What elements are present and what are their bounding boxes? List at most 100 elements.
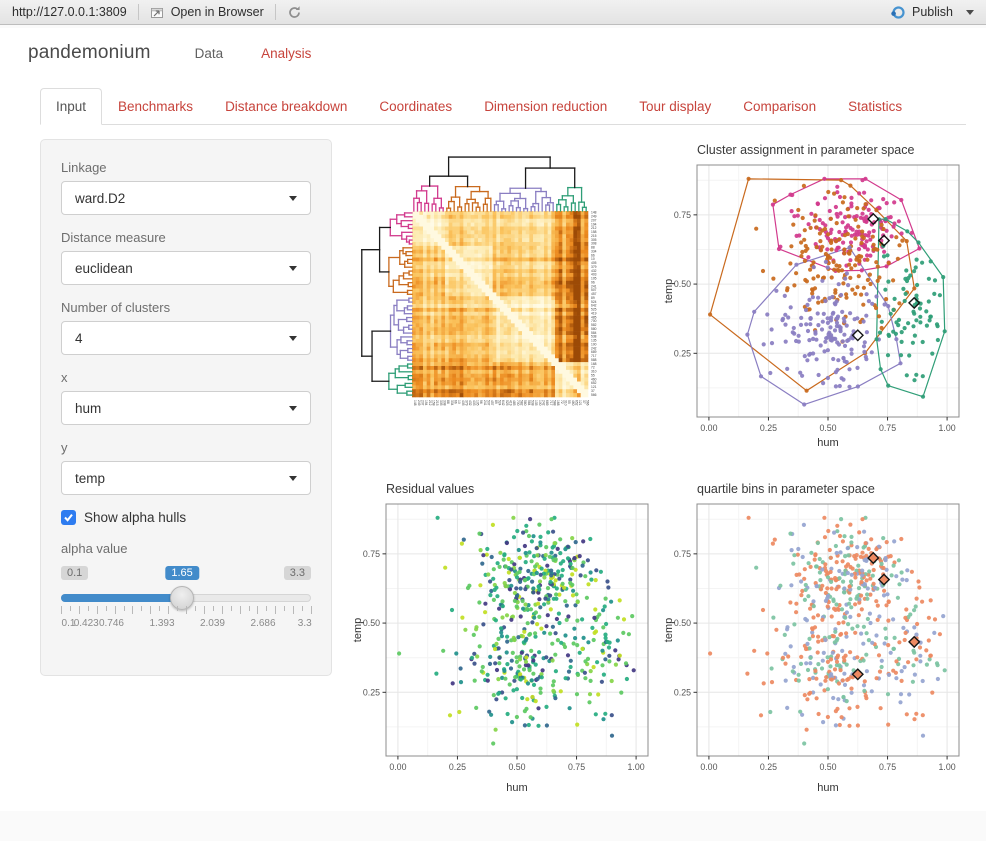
svg-text:158: 158 <box>432 400 436 406</box>
svg-text:652: 652 <box>591 381 597 385</box>
svg-text:584: 584 <box>591 331 597 335</box>
svg-text:89: 89 <box>494 400 498 404</box>
svg-text:66: 66 <box>591 253 595 257</box>
svg-text:hum: hum <box>817 437 838 449</box>
svg-text:0.50: 0.50 <box>819 423 836 433</box>
svg-text:168: 168 <box>591 362 597 366</box>
distance-select[interactable]: euclidean <box>61 251 311 285</box>
tab-coordinates[interactable]: Coordinates <box>379 99 453 114</box>
svg-text:88: 88 <box>446 400 450 404</box>
svg-text:308: 308 <box>443 400 447 406</box>
svg-text:121: 121 <box>591 385 597 389</box>
x-label: x <box>61 370 68 385</box>
svg-text:310: 310 <box>564 400 568 406</box>
nav-item-analysis[interactable]: Analysis <box>261 46 312 61</box>
svg-text:405: 405 <box>591 261 597 265</box>
svg-text:72: 72 <box>560 400 564 404</box>
svg-text:308: 308 <box>591 242 597 246</box>
distance-label: Distance measure <box>61 230 166 245</box>
svg-text:1.00: 1.00 <box>939 762 956 772</box>
svg-text:700: 700 <box>591 319 597 323</box>
nav-item-data[interactable]: Data <box>194 46 224 61</box>
svg-text:55: 55 <box>591 373 595 377</box>
tab-dimension-reduction[interactable]: Dimension reduction <box>484 99 608 114</box>
svg-text:0.75: 0.75 <box>674 210 691 220</box>
slider-handle[interactable] <box>170 586 195 610</box>
svg-text:0.75: 0.75 <box>363 549 380 559</box>
svg-text:524: 524 <box>591 300 597 304</box>
slider-max-badge: 3.3 <box>283 566 311 580</box>
publish-caret-icon <box>966 9 974 15</box>
linkage-select[interactable]: ward.D2 <box>61 181 311 215</box>
svg-text:457: 457 <box>591 292 597 296</box>
svg-text:10: 10 <box>591 257 595 261</box>
slider-tick-label: 3.3 <box>297 618 312 629</box>
svg-text:507: 507 <box>487 400 491 406</box>
svg-text:525: 525 <box>591 308 597 312</box>
reload-button[interactable] <box>287 5 302 20</box>
sidebar-select-controls: Linkage ward.D2 Distance measure euclidean N… <box>61 160 311 495</box>
svg-text:689: 689 <box>591 350 597 354</box>
svg-text:403: 403 <box>591 273 597 277</box>
svg-text:305: 305 <box>439 400 443 406</box>
svg-text:249: 249 <box>417 400 421 406</box>
select-caret-icon <box>289 195 297 201</box>
svg-text:168: 168 <box>556 400 560 406</box>
svg-text:379: 379 <box>465 400 469 406</box>
svg-text:212: 212 <box>591 226 597 230</box>
distance-selected-value: euclidean <box>75 260 133 276</box>
svg-text:582: 582 <box>520 400 524 406</box>
clusters-select[interactable]: 4 <box>61 321 311 355</box>
svg-text:88: 88 <box>591 246 595 250</box>
svg-text:temp: temp <box>352 618 364 642</box>
control-group-distance: Distance measure euclidean <box>61 230 311 285</box>
svg-text:305: 305 <box>591 238 597 242</box>
open-in-browser-label: Open in Browser <box>170 5 264 19</box>
control-group-clusters: Number of clusters 4 <box>61 300 311 355</box>
tab-distance-breakdown[interactable]: Distance breakdown <box>225 99 348 114</box>
linkage-label: Linkage <box>61 160 107 175</box>
tab-benchmarks[interactable]: Benchmarks <box>118 99 194 114</box>
svg-text:0.50: 0.50 <box>674 618 691 628</box>
slider-tick-label: 0.1 <box>61 618 76 629</box>
svg-text:242: 242 <box>591 346 597 350</box>
svg-text:55: 55 <box>567 400 571 404</box>
svg-text:37: 37 <box>582 400 586 404</box>
residual-values-plot: Residual values 0.00 0.25 0.50 0.75 1.00 0.25 0… <box>350 478 655 801</box>
publish-button[interactable]: Publish <box>890 5 974 20</box>
analysis-tabstrip: Input Benchmarks Distance breakdown Coordin… <box>40 88 966 125</box>
alpha-value-slider[interactable]: 0.1 1.65 3.3 0.1 0.423 0.746 1.393 2.039 2.68… <box>61 566 312 638</box>
svg-text:538: 538 <box>531 400 535 406</box>
app-page: pandemonium Data Analysis Input Benchmarks… <box>0 28 986 811</box>
slider-tick-label: 0.746 <box>98 618 124 629</box>
svg-text:quartile bins in parameter spa: quartile bins in parameter space <box>697 482 875 496</box>
svg-text:642: 642 <box>501 400 505 406</box>
svg-text:121: 121 <box>578 400 582 406</box>
svg-text:37: 37 <box>591 389 595 393</box>
y-selected-value: temp <box>75 470 106 486</box>
svg-text:249: 249 <box>591 215 597 219</box>
y-label: y <box>61 440 68 455</box>
show-alpha-hulls-checkbox[interactable]: Show alpha hulls <box>61 510 311 525</box>
svg-text:194: 194 <box>424 400 428 406</box>
publish-label: Publish <box>912 5 953 19</box>
svg-text:432: 432 <box>468 400 472 406</box>
tab-tour-display[interactable]: Tour display <box>639 99 712 114</box>
svg-text:148: 148 <box>591 211 597 215</box>
svg-text:566: 566 <box>591 393 597 397</box>
open-in-browser-button[interactable]: Open in Browser <box>150 5 264 19</box>
x-select[interactable]: hum <box>61 391 311 425</box>
x-selected-value: hum <box>75 400 102 416</box>
tab-input[interactable]: Input <box>40 88 103 125</box>
svg-text:717: 717 <box>549 400 553 406</box>
svg-text:135: 135 <box>591 339 597 343</box>
svg-text:457: 457 <box>490 400 494 406</box>
svg-text:105: 105 <box>591 277 597 281</box>
svg-text:105: 105 <box>476 400 480 406</box>
svg-text:241: 241 <box>483 400 487 406</box>
y-select[interactable]: temp <box>61 461 311 495</box>
svg-text:0.00: 0.00 <box>389 762 406 772</box>
tab-comparison[interactable]: Comparison <box>743 99 817 114</box>
tab-statistics[interactable]: Statistics <box>848 99 903 114</box>
svg-text:0.50: 0.50 <box>819 762 836 772</box>
